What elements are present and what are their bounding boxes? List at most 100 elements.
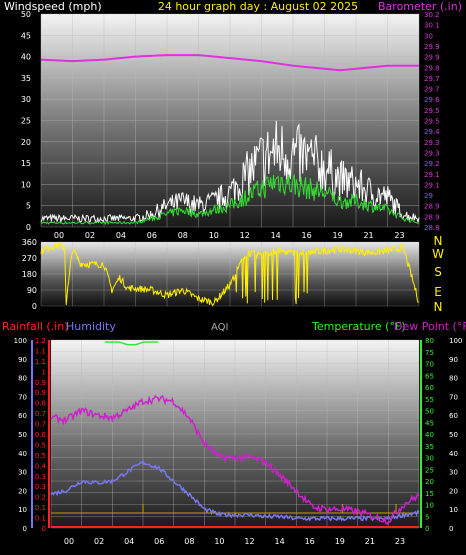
wind-series	[40, 54, 420, 226]
temperature-tick-label: 10	[425, 502, 434, 510]
humidity-tick-label: 60	[18, 412, 27, 420]
temperature-tick-label: 60	[425, 384, 434, 392]
aux-tick-label: 70	[449, 393, 458, 401]
rain-tick-label: 0.9	[35, 379, 46, 387]
humidity-tick-label: 90	[18, 356, 27, 364]
rain-tick-label: 1.1	[35, 347, 46, 355]
temperature-tick-label: 70	[425, 361, 434, 369]
rain-tick-label: 0.1	[35, 504, 46, 512]
barometer-tick-label: 29.9	[424, 43, 440, 51]
windspeed-tick-label: 15	[21, 159, 31, 168]
humidity-tick-label: 70	[18, 393, 27, 401]
humidity-tick-label: 0	[23, 525, 27, 533]
compass-label: S	[434, 265, 442, 279]
temperature-hour-ticks: 00 02 04 06 08 10 12 14 16 19 21 23	[64, 537, 405, 546]
rain-tick-label: 0.5	[35, 441, 46, 449]
barometer-ticks: 28.8 28.9 28.9 29 29.1 29.1 29.2 29.3 29.3 29.4 29…	[424, 11, 440, 232]
direction-tick-label: 90	[27, 286, 37, 295]
barometer-tick-label: 29	[424, 192, 433, 200]
compass-label: N	[434, 234, 443, 248]
windspeed-line	[40, 120, 420, 224]
barometer-tick-label: 28.8	[424, 224, 440, 232]
humidity-tick-label: 80	[18, 375, 27, 383]
legend-dewpoint: Dew Point (°F)	[394, 320, 466, 333]
temperature-series	[50, 341, 420, 528]
barometer-line	[40, 54, 419, 72]
windspeed-tick-label: 40	[21, 53, 31, 62]
rain-tick-label: 0.7	[35, 410, 46, 418]
direction-tick-label: 270	[22, 254, 37, 263]
legend-humidity: Humidity	[66, 320, 116, 333]
legend-aqi: AQI	[211, 322, 229, 333]
windspeed-ticks: 0 5 10 15 20 25 30 35 40 45 50	[21, 10, 31, 232]
rain-tick-label: 0.8	[35, 400, 46, 408]
windspeed-axis-title: Windspeed (mph)	[4, 0, 102, 13]
rain-tick-label: 0.4	[35, 462, 47, 470]
aux-tick-label: 80	[449, 375, 458, 383]
hour-tick-label: 14	[271, 231, 281, 240]
barometer-tick-label: 29.3	[424, 149, 440, 157]
hour-tick-label: 06	[154, 537, 164, 546]
temperature-tick-label: 25	[425, 466, 434, 474]
humidity-tick-label: 30	[18, 469, 27, 477]
barometer-tick-label: 29.5	[424, 107, 440, 115]
aux-tick-label: 0	[449, 525, 453, 533]
barometer-tick-label: 29.2	[424, 160, 440, 168]
barometer-tick-label: 28.9	[424, 203, 440, 211]
temperature-tick-label: 40	[425, 431, 434, 439]
rain-tick-label: 0.2	[35, 494, 46, 502]
barometer-tick-label: 29.9	[424, 54, 440, 62]
rain-tick-label: 0.3	[35, 473, 46, 481]
windspeed-tick-label: 25	[21, 117, 31, 126]
temperature-tick-label: 65	[425, 372, 434, 380]
aux-tick-label: 10	[449, 506, 458, 514]
barometer-tick-label: 29.5	[424, 118, 440, 126]
barometer-tick-label: 29.3	[424, 139, 440, 147]
rain-tick-label: 1.1	[35, 358, 46, 366]
temperature-tick-label: 45	[425, 419, 434, 427]
wind-hour-ticks: 00 02 04 06 08 10 12 14 16 19 21 23	[54, 231, 405, 240]
hour-tick-label: 16	[302, 231, 312, 240]
humidity-tick-label: 20	[18, 487, 27, 495]
temperature-tick-label: 5	[425, 513, 429, 521]
temperature-tick-label: 55	[425, 396, 434, 404]
direction-tick-label: 180	[22, 270, 37, 279]
windspeed-tick-label: 0	[26, 223, 31, 232]
humidity-tick-label: 40	[18, 450, 27, 458]
humidity-line	[50, 458, 420, 522]
rain-tick-label: 0.1	[35, 515, 46, 523]
hour-tick-label: 08	[184, 537, 194, 546]
rain-tick-label: 0.9	[35, 389, 46, 397]
barometer-tick-label: 29.4	[424, 128, 440, 136]
hour-tick-label: 19	[335, 537, 345, 546]
hour-tick-label: 00	[54, 231, 64, 240]
hour-tick-label: 21	[363, 231, 373, 240]
hour-tick-label: 19	[333, 231, 343, 240]
hour-tick-label: 23	[394, 231, 404, 240]
hour-tick-label: 08	[178, 231, 188, 240]
humidity-tick-label: 50	[18, 431, 27, 439]
barometer-tick-label: 29.6	[424, 96, 440, 104]
barometer-tick-label: 29.1	[424, 171, 440, 179]
temperature-tick-label: 75	[425, 349, 434, 357]
temperature-line	[104, 341, 159, 346]
windspeed-tick-label: 35	[21, 74, 31, 83]
hour-tick-label: 10	[214, 537, 224, 546]
dewpoint-line	[50, 394, 420, 525]
temperature-tick-label: 50	[425, 408, 434, 416]
hour-tick-label: 12	[240, 231, 250, 240]
windspeed-tick-label: 50	[21, 10, 31, 19]
barometer-tick-label: 30	[424, 32, 433, 40]
temperature-tick-label: 20	[425, 478, 434, 486]
rain-tick-label: 0.7	[35, 421, 46, 429]
barometer-tick-label: 29.1	[424, 181, 440, 189]
windspeed-tick-label: 45	[21, 31, 31, 40]
barometer-tick-label: 30.1	[424, 22, 440, 30]
humidity-ticks: 0 10 20 30 40 50 60 70 80 90 100	[14, 337, 27, 533]
temperature-tick-label: 0	[425, 525, 429, 533]
hour-tick-label: 00	[64, 537, 74, 546]
hour-tick-label: 21	[365, 537, 375, 546]
direction-tick-label: 360	[22, 238, 37, 247]
